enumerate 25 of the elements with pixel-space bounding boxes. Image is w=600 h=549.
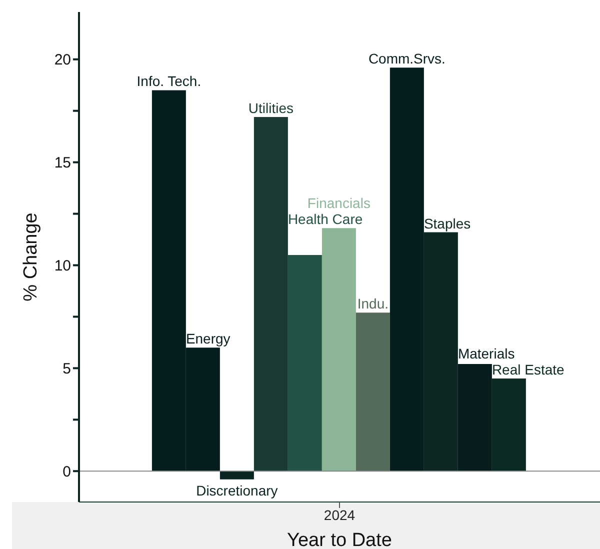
x-axis-title: Year to Date — [287, 530, 392, 549]
series-label: Health Care — [288, 211, 363, 228]
bar — [288, 254, 322, 472]
series-label: Materials — [458, 345, 515, 362]
y-axis-title: % Change — [20, 212, 42, 302]
y-tick-label: 5 — [62, 360, 71, 378]
series-label: Info. Tech. — [136, 73, 202, 90]
series-label: Real Estate — [492, 361, 565, 378]
series-label: Indu. — [357, 296, 389, 312]
series-label: Comm.Srvs. — [368, 50, 446, 67]
bar — [254, 117, 288, 472]
series-label: Utilities — [248, 100, 294, 116]
y-tick-label: 0 — [62, 463, 71, 480]
series-label: Discretionary — [196, 482, 278, 498]
y-tick-label: 10 — [54, 258, 71, 275]
y-tick-label: 20 — [54, 52, 71, 69]
bar — [220, 471, 254, 480]
bar — [356, 312, 390, 472]
series-label: Financials — [307, 195, 370, 212]
y-tick-label: 15 — [54, 154, 71, 172]
x-tick-label: 2024 — [324, 506, 356, 523]
bar — [322, 228, 356, 472]
series-label: Staples — [424, 215, 471, 232]
bar — [492, 378, 526, 472]
series-label: Energy — [186, 330, 230, 347]
